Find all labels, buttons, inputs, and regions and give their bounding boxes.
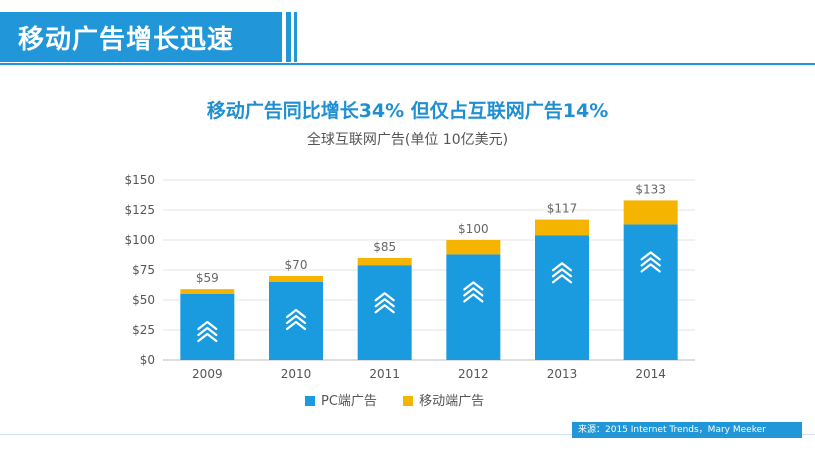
growth-arrow-icon (374, 304, 395, 314)
growth-arrow-icon (640, 257, 661, 267)
bar-mobile (623, 200, 678, 225)
growth-arrow-icon (640, 251, 661, 261)
y-tick-label: $150 (124, 173, 155, 187)
total-label: $100 (458, 222, 489, 236)
total-label: $117 (547, 202, 578, 216)
growth-arrow-icon (374, 298, 395, 308)
x-tick-label: 2013 (547, 367, 578, 381)
legend-item-pc: PC端广告 (305, 390, 377, 409)
growth-arrow-icon (551, 262, 573, 272)
total-label: $85 (373, 240, 396, 254)
bar-pc (623, 224, 678, 360)
y-tick-label: $50 (132, 293, 155, 307)
total-label: $133 (635, 182, 666, 196)
x-tick-label: 2010 (281, 367, 312, 381)
growth-arrow-icon (197, 326, 218, 337)
growth-arrow-icon (640, 263, 661, 273)
header-stripe (286, 12, 291, 62)
legend-label-pc: PC端广告 (321, 394, 377, 409)
x-tick-label: 2014 (635, 367, 666, 381)
growth-arrow-icon (285, 308, 307, 319)
header-rule (0, 63, 815, 65)
y-tick-label: $75 (132, 263, 155, 277)
growth-arrow-icon (197, 332, 218, 343)
x-tick-label: 2011 (369, 367, 400, 381)
chart-subtitle: 全球互联网广告(单位 10亿美元) (306, 132, 509, 148)
x-tick-label: 2009 (192, 367, 223, 381)
growth-arrow-icon (285, 320, 307, 331)
bar-mobile (446, 240, 501, 255)
bar-mobile (180, 289, 235, 294)
chart-title: 移动广告同比增长34% 但仅占互联网广告14% (206, 100, 609, 122)
page-title: 移动广告增长迅速 (18, 25, 235, 55)
total-label: $59 (196, 271, 219, 285)
bar-mobile (357, 258, 412, 266)
bar-mobile (269, 276, 323, 282)
header-stripe (294, 12, 297, 62)
source-note: 来源：2015 Internet Trends，Mary Meeker (572, 422, 802, 438)
growth-arrow-icon (197, 320, 218, 331)
growth-arrow-icon (374, 292, 395, 302)
bar-pc (357, 265, 412, 360)
bar-pc (446, 254, 501, 360)
y-tick-label: $25 (132, 323, 155, 337)
bar-mobile (535, 219, 589, 236)
x-tick-label: 2012 (458, 367, 489, 381)
growth-arrow-icon (551, 274, 573, 284)
legend-item-mobile: 移动端广告 (403, 390, 484, 409)
legend-swatch-mobile (403, 396, 414, 406)
growth-arrow-icon (463, 287, 484, 297)
growth-arrow-icon (463, 281, 484, 291)
header-bar: 移动广告增长迅速 (0, 12, 282, 62)
legend-label-mobile: 移动端广告 (419, 394, 485, 409)
y-tick-label: $0 (140, 353, 155, 367)
y-tick-label: $125 (124, 203, 155, 217)
growth-arrow-icon (463, 293, 484, 303)
legend: PC端广告 移动端广告 (305, 390, 506, 409)
growth-arrow-icon (285, 314, 307, 325)
total-label: $70 (285, 258, 308, 272)
legend-swatch-pc (305, 396, 315, 406)
growth-arrow-icon (551, 268, 573, 278)
bar-pc (535, 235, 589, 360)
footer-rule (0, 434, 815, 435)
y-tick-label: $100 (124, 233, 155, 247)
